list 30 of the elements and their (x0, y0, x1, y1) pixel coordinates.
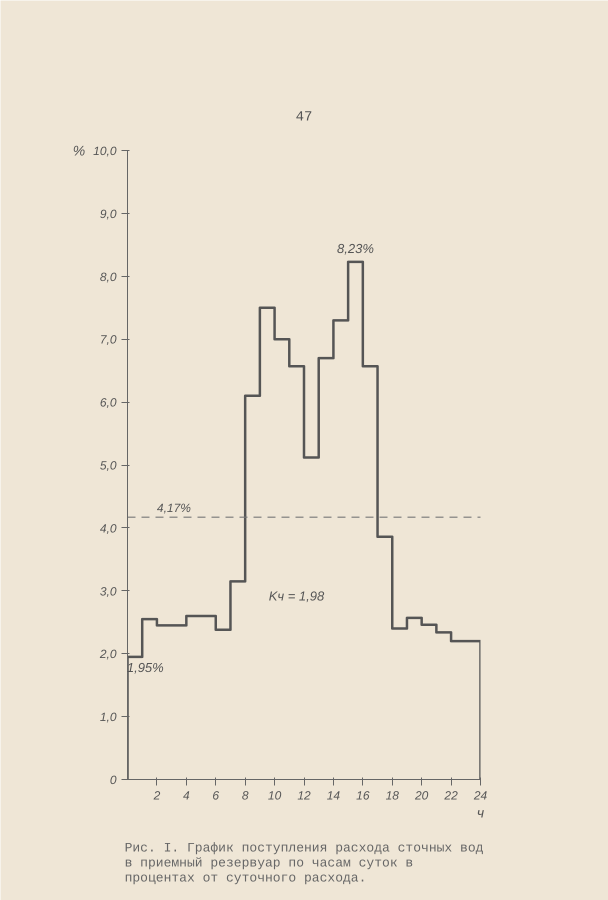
y-tick-label: 4,0 (100, 521, 117, 536)
x-tick-label: 2 (152, 788, 161, 802)
x-axis-title: ч (476, 804, 484, 820)
y-tick-label: 10,0 (93, 144, 117, 158)
y-tick-label: 9,0 (100, 206, 117, 221)
y-tick-label: 5,0 (100, 458, 117, 472)
x-tick-label: 4 (182, 788, 190, 802)
x-tick-label: 20 (414, 788, 429, 802)
x-tick-label: 18 (386, 788, 400, 802)
annotation: 8,23% (337, 240, 374, 256)
ref-line-label: 4,17% (156, 501, 192, 516)
x-tick-label: 24 (472, 788, 488, 802)
y-tick-label: 3,0 (100, 584, 117, 598)
x-tick-label: 16 (356, 788, 370, 802)
x-tick-label: 22 (443, 788, 458, 802)
x-tick-label: 12 (297, 788, 311, 802)
y-tick-label: 0 (110, 773, 117, 787)
x-tick-label: 10 (268, 788, 282, 802)
x-tick-label: 8 (242, 788, 249, 802)
x-tick-label: 14 (326, 788, 340, 802)
text: Рис. I. График поступления расхода сточных вод в приемный резервуар по часам суток в процентах от суточного расхода. (124, 840, 484, 886)
x-tick-label: 6 (212, 788, 220, 802)
y-tick-label: 2,0 (98, 647, 117, 662)
y-axis-title: % (72, 142, 86, 158)
y-tick-label: 8,0 (100, 270, 117, 284)
y-tick-label: 6,0 (100, 396, 117, 410)
y-tick-label: 1,0 (100, 710, 117, 724)
annotation: Kч = 1,98 (268, 588, 325, 604)
chart-subtitle: 47 (296, 110, 312, 126)
y-tick-label: 7,0 (100, 332, 117, 347)
